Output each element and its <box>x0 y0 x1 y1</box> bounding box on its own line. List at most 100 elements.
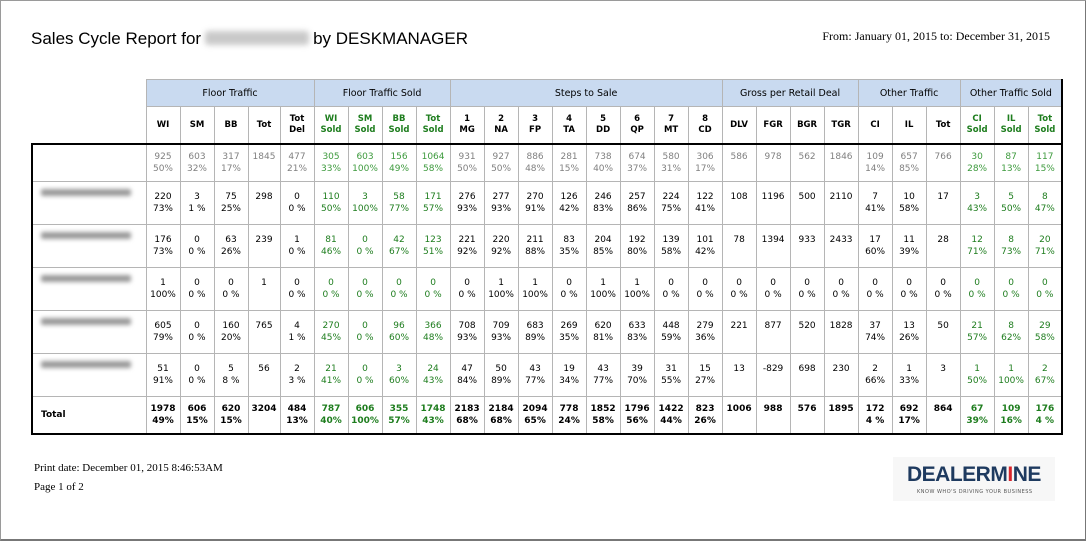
table-cell: 239 <box>247 224 281 268</box>
redacted-salesperson-name <box>41 232 131 239</box>
table-cell: 204 85% <box>585 224 621 268</box>
table-cell: 15 27% <box>687 353 723 397</box>
table-cell: 81 46% <box>313 224 349 268</box>
group-header: Floor Traffic Sold <box>313 79 451 107</box>
table-cell: 355 57% <box>381 396 417 435</box>
table-cell: 8 47% <box>1027 181 1064 225</box>
table-cell: 562 <box>789 143 825 182</box>
table-cell: 305 33% <box>313 143 349 182</box>
table-cell: 1895 <box>823 396 859 435</box>
table-cell: 2 66% <box>857 353 893 397</box>
sales-cycle-table: Floor Traffic Floor Traffic Sold Steps to … <box>31 79 1064 435</box>
empty-corner <box>32 106 146 144</box>
table-cell: 3 <box>925 353 961 397</box>
table-cell: 117 15% <box>1027 143 1064 182</box>
table-cell: 28 <box>925 224 961 268</box>
table-cell: 2094 65% <box>517 396 553 435</box>
table-cell: 78 <box>721 224 757 268</box>
row-label: Total <box>31 396 147 435</box>
table-cell: 1422 44% <box>653 396 689 435</box>
group-header: Gross per Retail Deal <box>721 79 859 107</box>
redacted-salesperson-name <box>41 361 131 368</box>
column-header: IL <box>891 106 927 145</box>
table-cell: 17 60% <box>857 224 893 268</box>
table-cell: 176 73% <box>145 224 181 268</box>
table-cell: 122 41% <box>687 181 723 225</box>
row-label <box>31 310 147 354</box>
column-header: 1 MG <box>449 106 485 145</box>
table-cell: 21 41% <box>313 353 349 397</box>
column-header: Tot <box>925 106 961 145</box>
table-cell: 606 15% <box>179 396 215 435</box>
table-cell: 270 45% <box>313 310 349 354</box>
table-cell: 1 33% <box>891 353 927 397</box>
table-cell: 766 <box>925 143 961 182</box>
table-cell: 1 100% <box>517 267 553 311</box>
table-cell: 51 91% <box>145 353 181 397</box>
table-cell: 2433 <box>823 224 859 268</box>
dealermine-logo: DEALERMINE KNOW WHO'S DRIVING YOUR BUSIN… <box>893 457 1055 501</box>
table-cell: 1828 <box>823 310 859 354</box>
column-header: DLV <box>721 106 757 145</box>
table-cell: 864 <box>925 396 961 435</box>
table-cell: 1394 <box>755 224 791 268</box>
table-cell: 281 15% <box>551 143 587 182</box>
table-cell: 123 51% <box>415 224 451 268</box>
table-cell: 172 4 % <box>857 396 893 435</box>
table-cell: 620 15% <box>213 396 249 435</box>
date-range: From: January 01, 2015 to: December 31, … <box>822 29 1050 43</box>
table-cell: 306 17% <box>687 143 723 182</box>
column-header: Tot <box>247 106 281 145</box>
table-cell: 605 79% <box>145 310 181 354</box>
empty-corner <box>32 79 146 107</box>
table-cell: 50 89% <box>483 353 519 397</box>
table-cell: 520 <box>789 310 825 354</box>
table-cell: 75 25% <box>213 181 249 225</box>
table-cell: 277 93% <box>483 181 519 225</box>
table-cell: 246 83% <box>585 181 621 225</box>
row-label <box>31 181 147 225</box>
table-cell: 3 100% <box>347 181 383 225</box>
table-cell: 39 70% <box>619 353 655 397</box>
table-cell: 110 50% <box>313 181 349 225</box>
table-cell: 500 <box>789 181 825 225</box>
table-cell: 20 71% <box>1027 224 1064 268</box>
column-header: Tot Sold <box>415 106 451 145</box>
table-cell: 683 89% <box>517 310 553 354</box>
table-cell: 109 14% <box>857 143 893 182</box>
table-cell: 8 62% <box>993 310 1029 354</box>
table-cell: 1 100% <box>145 267 181 311</box>
logo-tagline: KNOW WHO'S DRIVING YOUR BUSINESS <box>917 489 1033 495</box>
table-cell: 230 <box>823 353 859 397</box>
table-cell: 3 60% <box>381 353 417 397</box>
table-cell: 586 <box>721 143 757 182</box>
column-header: 5 DD <box>585 106 621 145</box>
table-cell: 139 58% <box>653 224 689 268</box>
table-cell: 220 73% <box>145 181 181 225</box>
table-cell: 1852 58% <box>585 396 621 435</box>
column-header: 8 CD <box>687 106 723 145</box>
group-header: Other Traffic Sold <box>959 79 1064 107</box>
table-cell: 109 16% <box>993 396 1029 435</box>
table-cell: 2 67% <box>1027 353 1064 397</box>
table-cell: 657 85% <box>891 143 927 182</box>
table-cell: 886 48% <box>517 143 553 182</box>
column-header: 3 FP <box>517 106 553 145</box>
